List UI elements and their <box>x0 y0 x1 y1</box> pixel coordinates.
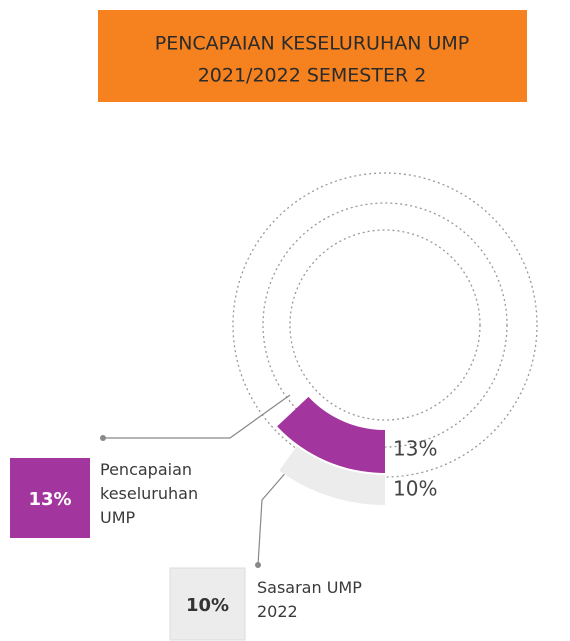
connector <box>103 394 291 439</box>
connector-dot <box>255 562 261 568</box>
legend-swatch <box>169 567 246 641</box>
track <box>232 172 538 478</box>
value-label: 13% <box>393 437 437 461</box>
track <box>289 229 481 421</box>
radial-bar <box>279 446 385 505</box>
legend-value: 13% <box>28 489 71 510</box>
title-banner <box>98 10 527 102</box>
chart-title: 2021/2022 SEMESTER 2 <box>198 65 427 87</box>
chart-title: PENCAPAIAN KESELURUHAN UMP <box>155 33 470 55</box>
legend-swatch <box>10 458 90 538</box>
legend-label: Pencapaian keseluruhan UMP <box>100 460 199 527</box>
legend-label: Sasaran UMP 2022 <box>257 578 362 621</box>
legend-value: 10% <box>186 595 229 616</box>
radial-bar <box>277 396 385 473</box>
connector-dot <box>100 435 106 441</box>
connector <box>257 469 289 566</box>
value-label: 10% <box>393 477 437 501</box>
